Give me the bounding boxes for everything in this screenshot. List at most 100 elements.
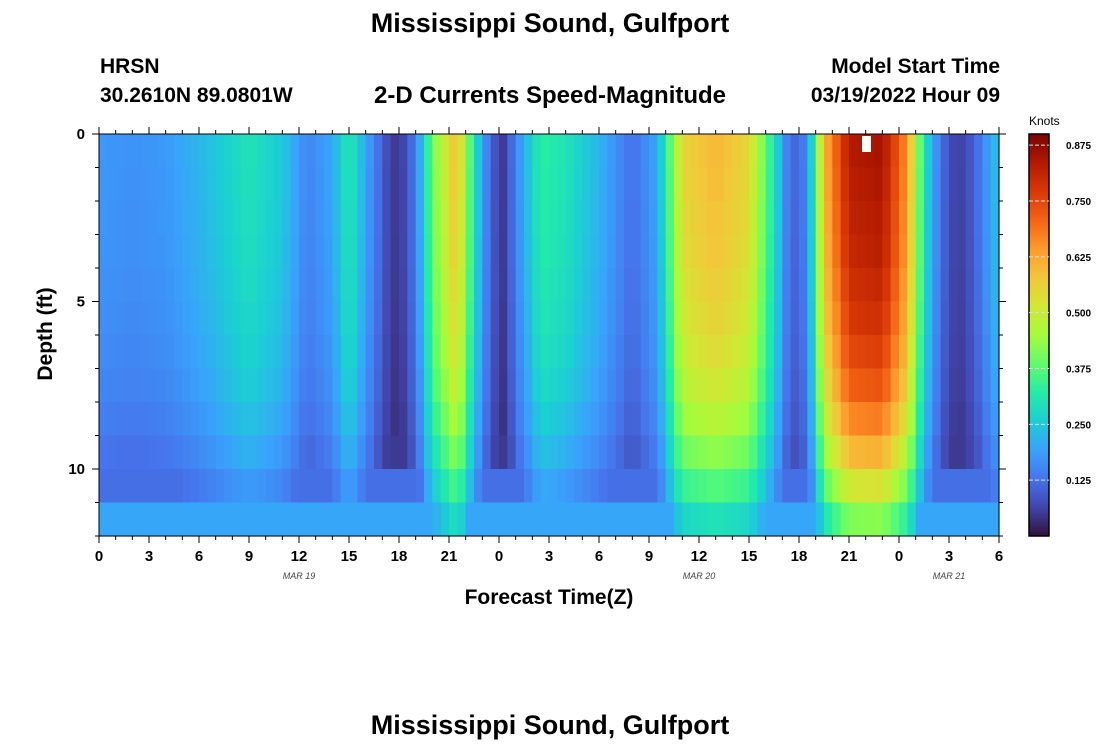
heatmap-cell [365, 469, 375, 504]
heatmap-cell [865, 402, 875, 437]
heatmap-cell [240, 502, 250, 537]
heatmap-cell [865, 469, 875, 504]
heatmap-cell [857, 502, 867, 537]
heatmap-cell [615, 268, 625, 303]
heatmap-cell [299, 368, 308, 403]
heatmap-cell [149, 335, 158, 370]
colorbar-tick-label: 0.375 [1066, 365, 1091, 376]
heatmap-cell [440, 435, 450, 470]
heatmap-cell [757, 368, 767, 403]
heatmap-cell [824, 335, 833, 370]
heatmap-cell [782, 234, 792, 269]
heatmap-cell [832, 268, 842, 303]
colorbar-ticks: 0.875 0.750 0.625 0.500 0.375 0.250 0.125 [1029, 141, 1091, 487]
heatmap-cell [407, 502, 417, 537]
heatmap-cell [157, 368, 167, 403]
heatmap-cell [899, 335, 908, 370]
heatmap-cell [940, 402, 950, 437]
heatmap-cell [349, 502, 358, 537]
heatmap-cell [432, 301, 442, 336]
heatmap-cell [224, 201, 233, 236]
heatmap-cell [190, 368, 200, 403]
heatmap-cell [582, 167, 592, 202]
heatmap-cell [857, 402, 867, 437]
heatmap-cell [157, 402, 167, 437]
heatmap-cell [690, 134, 700, 169]
heatmap-cell [307, 335, 317, 370]
heatmap-cell [707, 167, 717, 202]
heatmap-cell [174, 268, 183, 303]
heatmap-cell [115, 502, 125, 537]
heatmap-cell [732, 167, 742, 202]
heatmap-cell [565, 435, 575, 470]
heatmap-cell [882, 469, 892, 504]
heatmap-cell [374, 368, 383, 403]
x-tick-label: 0 [895, 548, 903, 565]
heatmap-cell [224, 301, 233, 336]
heatmap-cell [215, 268, 225, 303]
heatmap-cell [507, 402, 517, 437]
heatmap-cell [707, 502, 717, 537]
heatmap-cell [974, 469, 983, 504]
x-tick-label: 18 [791, 548, 808, 565]
heatmap-cell [165, 368, 175, 403]
heatmap-cell [665, 234, 675, 269]
x-tick-label: 12 [291, 548, 308, 565]
heatmap-cell [340, 469, 350, 504]
heatmap-cell [757, 268, 767, 303]
heatmap-cell [249, 469, 258, 504]
x-tick-label: 15 [741, 548, 758, 565]
heatmap-cell [982, 502, 992, 537]
heatmap-cell [524, 134, 533, 169]
heatmap-cell [799, 469, 808, 504]
heatmap-cell [390, 469, 400, 504]
heatmap-cell [857, 368, 867, 403]
heatmap-cell [315, 435, 325, 470]
heatmap-cell [257, 234, 267, 269]
heatmap-cell [632, 502, 642, 537]
heatmap-cell [265, 502, 275, 537]
heatmap-cell [899, 167, 908, 202]
heatmap-cell [149, 469, 158, 504]
heatmap-cell [982, 301, 992, 336]
heatmap-cell [524, 268, 533, 303]
heatmap-cell [807, 201, 817, 236]
heatmap-cell [190, 134, 200, 169]
heatmap-cell [282, 335, 292, 370]
heatmap-cell [649, 167, 658, 202]
heatmap-cell [357, 234, 367, 269]
heatmap-cell [907, 402, 917, 437]
heatmap-cell [224, 167, 233, 202]
heatmap-cell [924, 301, 933, 336]
heatmap-cell [957, 301, 967, 336]
heatmap-cell [424, 402, 433, 437]
heatmap-cell [365, 368, 375, 403]
heatmap-cell [799, 402, 808, 437]
heatmap-cell [990, 435, 1000, 470]
heatmap-cell [274, 268, 283, 303]
heatmap-cell [490, 368, 500, 403]
model-start-value: 03/19/2022 Hour 09 [810, 84, 1000, 107]
heatmap-cell [665, 435, 675, 470]
heatmap-cell [574, 335, 583, 370]
heatmap-cell [115, 234, 125, 269]
heatmap-cell [515, 335, 525, 370]
heatmap-cell [832, 167, 842, 202]
colorbar: Knots 0.875 0.750 0.625 0.500 0.375 0.250 0.12… [1028, 114, 1091, 537]
heatmap-cell [915, 234, 925, 269]
heatmap-cell [499, 502, 508, 537]
heatmap-cell [824, 134, 833, 169]
heatmap-cell [632, 201, 642, 236]
heatmap-cell [532, 402, 542, 437]
heatmap-cell [874, 301, 883, 336]
heatmap-cell [440, 134, 450, 169]
heatmap-cell [724, 201, 733, 236]
heatmap-cell [624, 234, 633, 269]
heatmap-cell [840, 402, 850, 437]
heatmap-cell [199, 469, 208, 504]
heatmap-cell [257, 335, 267, 370]
heatmap-cell [282, 234, 292, 269]
heatmap-cell [682, 167, 692, 202]
heatmap-cell [465, 234, 475, 269]
heatmap-cell [457, 134, 467, 169]
